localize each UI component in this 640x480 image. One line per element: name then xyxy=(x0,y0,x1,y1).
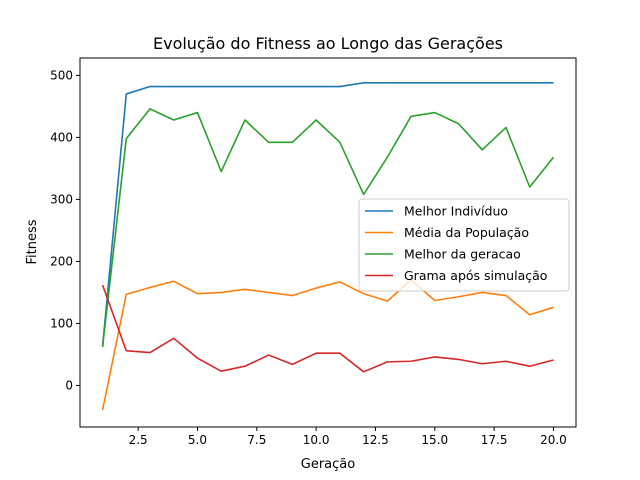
series-line-1 xyxy=(101,82,554,348)
y-tick-label: 100 xyxy=(50,316,73,330)
x-tick-label: 15.0 xyxy=(421,433,448,447)
plot-area xyxy=(101,82,555,411)
y-tick-label: 300 xyxy=(50,192,73,206)
x-tick-label: 5.0 xyxy=(188,433,207,447)
x-tick-label: 20.0 xyxy=(540,433,567,447)
x-tick-label: 10.0 xyxy=(303,433,330,447)
x-tick-label: 2.5 xyxy=(129,433,148,447)
axes-frame xyxy=(79,57,577,428)
legend-label: Grama após simulação xyxy=(404,268,547,283)
x-tick-label: 7.5 xyxy=(247,433,266,447)
legend-label: Melhor da geracao xyxy=(404,247,521,262)
series-line-3 xyxy=(101,108,555,348)
x-tick-label: 12.5 xyxy=(362,433,389,447)
series-line-2 xyxy=(101,279,554,411)
legend: Melhor Indivíduo Média da População Melhor… xyxy=(358,198,570,292)
y-tick-label: 0 xyxy=(65,378,73,392)
x-tick-label: 17.5 xyxy=(481,433,508,447)
legend-label: Melhor Indivíduo xyxy=(404,204,508,219)
y-tick-label: 200 xyxy=(50,254,73,268)
legend-label: Média da População xyxy=(404,225,529,240)
series-line-4 xyxy=(101,284,554,373)
legend-box xyxy=(358,198,570,292)
y-axis-label: Fitness xyxy=(25,219,40,264)
x-axis-label: Geração xyxy=(301,457,355,472)
y-tick-label: 400 xyxy=(50,130,73,144)
chart-title: Evolução do Fitness ao Longo das Geraçõe… xyxy=(153,34,503,53)
y-tick-label: 500 xyxy=(50,68,73,82)
